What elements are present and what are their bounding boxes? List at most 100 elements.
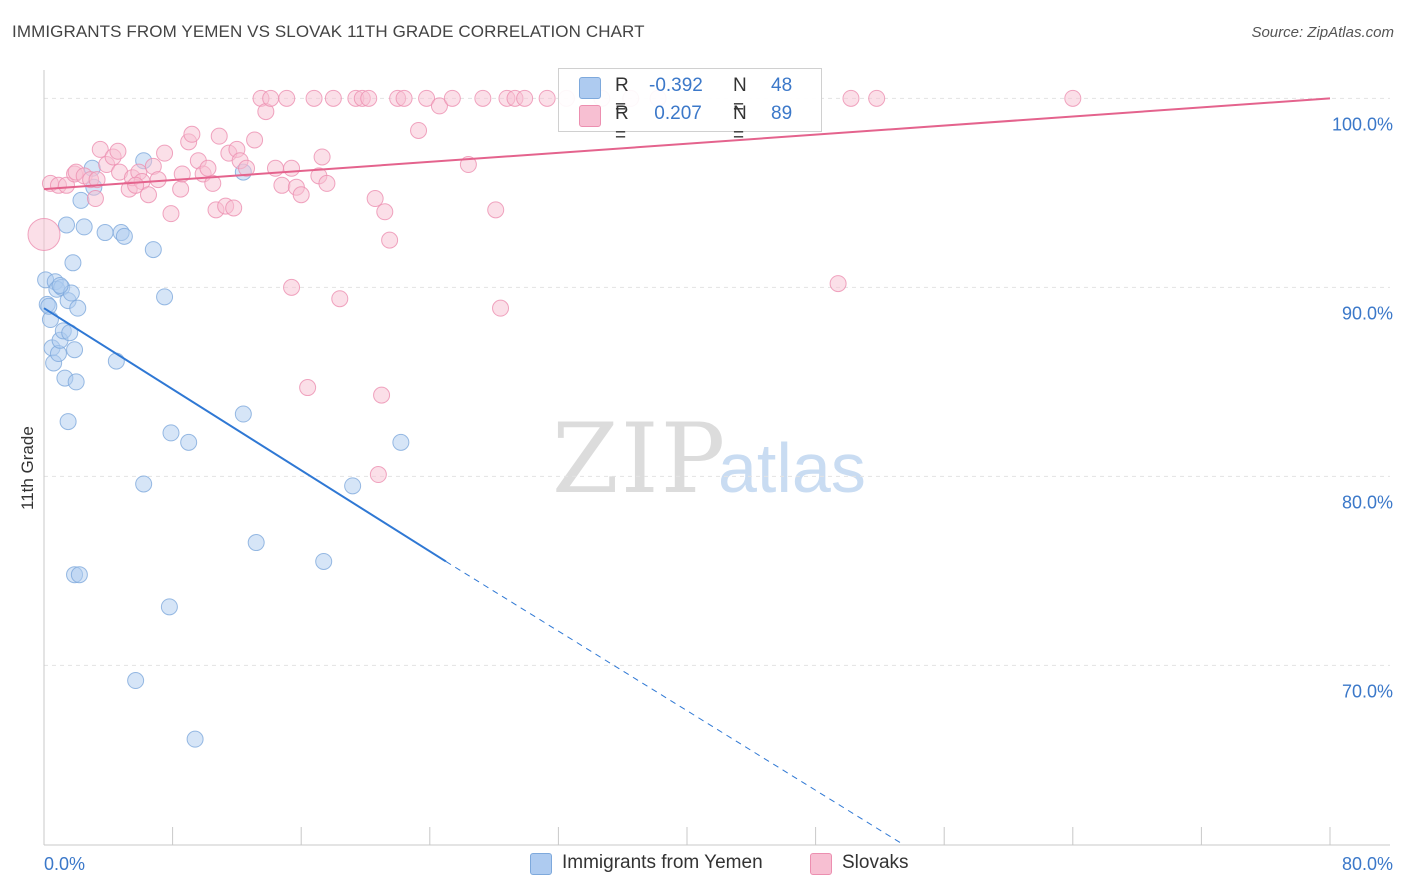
slovak-point — [376, 203, 394, 221]
source-label: Source: ZipAtlas.com — [1251, 24, 1394, 41]
slovak-point — [199, 159, 217, 177]
slovak-point — [299, 379, 317, 397]
slovak-point — [27, 217, 61, 251]
legend-r-label: R = — [615, 75, 629, 118]
slovak-point — [538, 89, 556, 107]
x-tick-label: 80.0% — [1342, 854, 1393, 874]
correlation-legend: R = -0.392 N = 48 R = 0.207 N = 89 — [558, 68, 822, 146]
slovak-point — [487, 201, 505, 219]
series-legend-slovaks: Slovaks — [810, 852, 930, 876]
y-tick-label: 70.0% — [1342, 681, 1393, 701]
slovak-point — [373, 386, 391, 404]
yemen-point — [107, 352, 125, 370]
y-tick-label: 80.0% — [1342, 492, 1393, 512]
yemen-point — [160, 598, 178, 616]
yemen-point — [70, 566, 88, 584]
series-label-yemen: Immigrants from Yemen — [562, 852, 763, 873]
slovak-point — [210, 127, 228, 145]
y-tick-label: 90.0% — [1342, 303, 1393, 323]
slovak-point — [283, 159, 301, 177]
slovak-point — [162, 205, 180, 223]
series-swatch-yemen — [530, 853, 552, 875]
yemen-point — [115, 227, 133, 245]
yemen-point — [75, 218, 93, 236]
yemen-point — [58, 216, 76, 234]
yemen-point — [234, 405, 252, 423]
slovak-point — [474, 89, 492, 107]
legend-r-value: 0.207 — [649, 103, 702, 124]
yemen-point — [69, 299, 87, 317]
yemen-point — [392, 433, 410, 451]
slovak-point — [173, 165, 191, 183]
slovak-point — [305, 89, 323, 107]
legend-n-label: N = — [733, 103, 747, 146]
legend-n-value: 89 — [771, 103, 793, 124]
yemen-point — [64, 254, 82, 272]
yemen-point — [51, 276, 69, 294]
yemen-point — [72, 191, 90, 209]
yemen-point — [67, 373, 85, 391]
yemen-point — [247, 534, 265, 552]
slovak-point — [410, 121, 428, 139]
yemen-point — [180, 433, 198, 451]
slovak-point — [172, 180, 190, 198]
legend-swatch-yemen — [579, 77, 601, 99]
yemen-point — [40, 297, 58, 315]
slovak-point — [238, 159, 256, 177]
y-tick-label: 100.0% — [1332, 114, 1393, 134]
yemen-point — [344, 477, 362, 495]
slovak-point — [418, 89, 436, 107]
watermark-atlas: atlas — [718, 429, 866, 507]
slovak-point — [369, 466, 387, 484]
series-label-slovaks: Slovaks — [842, 852, 909, 873]
slovak-point — [283, 278, 301, 296]
yemen-point — [315, 552, 333, 570]
slovak-point — [313, 148, 331, 166]
slovak-point — [331, 290, 349, 308]
slovak-point — [109, 142, 127, 160]
yemen-point — [135, 475, 153, 493]
slovak-point — [183, 125, 201, 143]
watermark-zip: ZIP — [552, 403, 727, 515]
legend-n-label: N = — [733, 75, 747, 118]
slovak-point — [395, 89, 413, 107]
slovak-point — [278, 89, 296, 107]
yemen-trend-extension — [445, 561, 905, 846]
series-legend-yemen: Immigrants from Yemen — [530, 852, 770, 876]
chart-title: IMMIGRANTS FROM YEMEN VS SLOVAK 11TH GRA… — [12, 22, 645, 41]
slovak-point — [443, 89, 461, 107]
slovak-point — [88, 171, 106, 189]
yemen-point — [186, 730, 204, 748]
slovak-point — [225, 199, 243, 217]
slovak-point — [829, 275, 847, 293]
legend-swatch-slovaks — [579, 105, 601, 127]
slovak-point — [360, 89, 378, 107]
slovak-point — [86, 190, 104, 208]
yemen-point — [144, 241, 162, 259]
yemen-point — [59, 413, 77, 431]
slovak-point — [246, 131, 264, 149]
slovak-point — [204, 174, 222, 192]
yemen-point — [127, 672, 145, 690]
slovak-point — [262, 89, 280, 107]
slovak-point — [868, 89, 886, 107]
legend-r-value: -0.392 — [649, 75, 703, 96]
slovak-point — [127, 176, 145, 194]
slovak-point — [273, 176, 291, 194]
slovak-point — [318, 174, 336, 192]
yemen-point — [156, 288, 174, 306]
yemen-point — [162, 424, 180, 442]
slovak-point — [156, 144, 174, 162]
legend-r-label: R = — [615, 103, 629, 146]
slovak-point — [430, 97, 448, 115]
slovak-trend-line — [43, 97, 1331, 191]
y-axis-label: 11th Grade — [18, 426, 37, 510]
slovak-point — [91, 140, 109, 158]
slovak-point — [381, 231, 399, 249]
slovak-point — [516, 89, 534, 107]
legend-n-value: 48 — [771, 75, 793, 96]
slovak-point — [149, 171, 167, 189]
slovak-point — [1064, 89, 1082, 107]
slovak-point — [459, 156, 477, 174]
